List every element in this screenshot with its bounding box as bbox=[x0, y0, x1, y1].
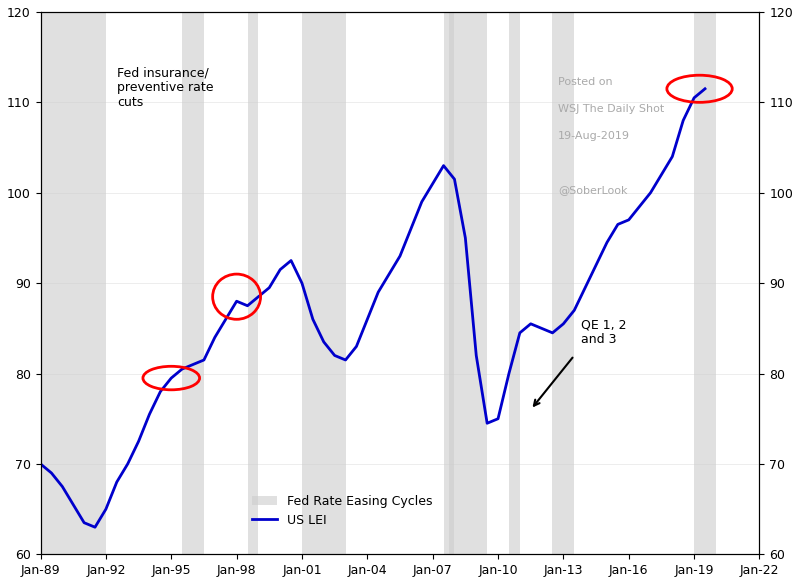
Bar bbox=[553, 12, 574, 554]
Bar bbox=[443, 12, 454, 554]
Bar bbox=[41, 12, 106, 554]
Text: Posted on: Posted on bbox=[558, 77, 613, 87]
Bar bbox=[509, 12, 520, 554]
Text: WSJ The Daily Shot: WSJ The Daily Shot bbox=[558, 104, 665, 114]
Bar bbox=[302, 12, 346, 554]
Text: 19-Aug-2019: 19-Aug-2019 bbox=[558, 131, 630, 141]
Text: @SoberLook: @SoberLook bbox=[558, 186, 628, 196]
Bar bbox=[182, 12, 204, 554]
Text: QE 1, 2
and 3: QE 1, 2 and 3 bbox=[581, 318, 626, 346]
Text: Fed insurance/
preventive rate
cuts: Fed insurance/ preventive rate cuts bbox=[117, 66, 214, 109]
Bar bbox=[694, 12, 716, 554]
Legend: Fed Rate Easing Cycles, US LEI: Fed Rate Easing Cycles, US LEI bbox=[247, 489, 438, 532]
Bar bbox=[247, 12, 258, 554]
Bar bbox=[449, 12, 487, 554]
